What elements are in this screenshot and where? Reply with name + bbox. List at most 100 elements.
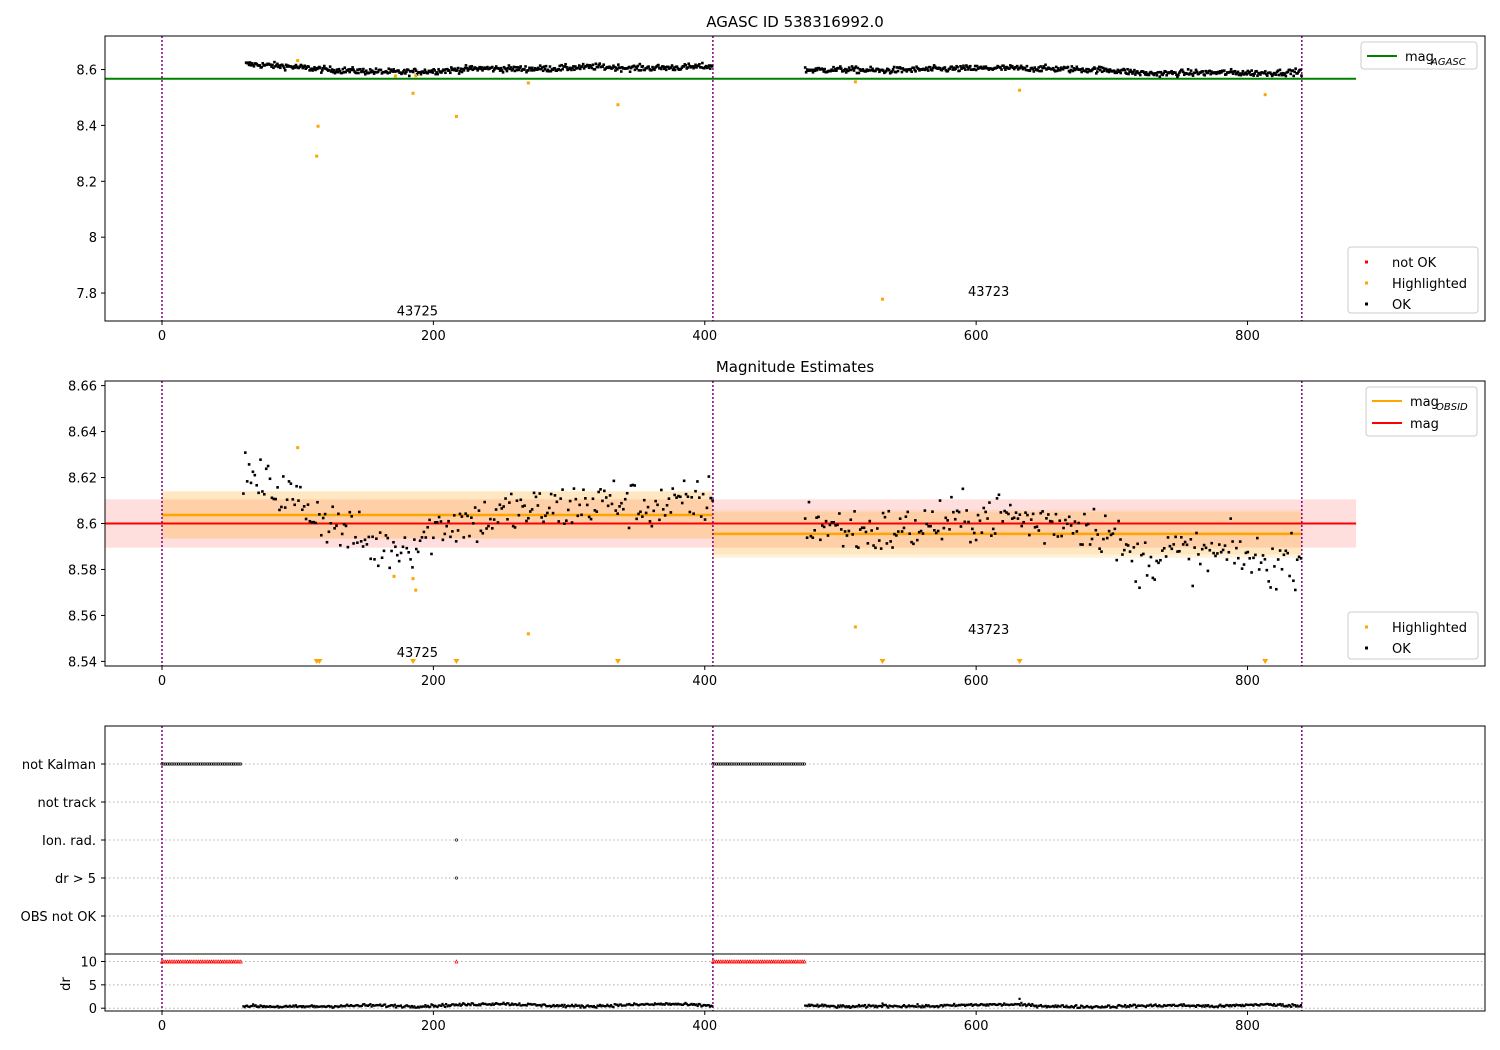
dr-point xyxy=(314,1006,317,1009)
dr-point xyxy=(579,1006,582,1009)
dr-point xyxy=(1100,1005,1104,1008)
plot-area xyxy=(159,954,1303,1011)
ok-point xyxy=(1125,72,1128,75)
ok-point xyxy=(333,526,336,530)
dr-point xyxy=(1200,1005,1204,1008)
ok-point xyxy=(610,502,614,506)
ok-point xyxy=(384,534,388,537)
highlighted-point xyxy=(411,91,415,95)
ok-point xyxy=(597,63,601,67)
ok-point xyxy=(506,66,510,70)
dr-point xyxy=(647,1003,650,1006)
ok-point xyxy=(511,524,515,528)
dr-point xyxy=(1174,1004,1177,1007)
ok-point xyxy=(635,517,638,521)
dr-point xyxy=(1262,1003,1265,1006)
ok-point xyxy=(835,69,838,72)
dr-point xyxy=(821,1003,824,1006)
flag-marker xyxy=(224,762,228,766)
dr-point xyxy=(920,1006,923,1009)
dr-point xyxy=(1281,1003,1284,1006)
ok-point xyxy=(513,526,517,529)
ok-point xyxy=(843,530,847,533)
ok-point xyxy=(250,62,254,65)
ok-point xyxy=(636,64,640,68)
dr-point xyxy=(652,1003,655,1007)
ok-point xyxy=(975,64,979,68)
ok-point xyxy=(570,68,573,72)
ok-point xyxy=(310,67,313,70)
dr-point xyxy=(692,1002,696,1006)
dr-point xyxy=(1108,1004,1111,1007)
dr-point xyxy=(380,1004,383,1008)
ok-point xyxy=(535,68,539,71)
ok-point xyxy=(1043,542,1046,545)
ok-point xyxy=(549,69,553,73)
ok-point xyxy=(976,513,980,517)
dr-point xyxy=(915,1005,918,1008)
dr-point xyxy=(424,1004,427,1007)
dr-point xyxy=(862,1005,865,1008)
dr-point xyxy=(826,1005,829,1008)
dr-point xyxy=(281,1006,284,1009)
ok-point xyxy=(1126,544,1130,547)
dr-point xyxy=(568,1005,571,1008)
legend-label: OK xyxy=(1392,298,1411,313)
ok-point xyxy=(1251,72,1254,76)
dr-point xyxy=(297,1005,300,1008)
ok-point xyxy=(619,70,623,73)
ok-point xyxy=(1138,73,1142,77)
ok-point xyxy=(1028,69,1032,73)
ok-point xyxy=(974,68,978,72)
ok-point xyxy=(1035,525,1039,528)
dr-point xyxy=(1297,1005,1300,1008)
dr-point xyxy=(844,1006,847,1009)
x-tick-label: 800 xyxy=(1235,329,1260,344)
ok-point xyxy=(532,491,536,495)
ok-point xyxy=(1201,70,1205,73)
dr-point xyxy=(352,1005,355,1008)
dr-point xyxy=(1138,1004,1141,1007)
dr-point xyxy=(391,1004,394,1007)
flag-marker xyxy=(171,762,175,766)
plot-area xyxy=(105,381,1357,666)
ok-point xyxy=(929,524,932,528)
dr-point xyxy=(586,1004,589,1007)
ok-point xyxy=(310,521,314,524)
ok-point xyxy=(312,67,315,71)
highlighted-point xyxy=(526,632,530,636)
ok-point xyxy=(1123,548,1126,552)
dr-point xyxy=(689,1003,692,1006)
ok-point xyxy=(458,512,462,516)
dr-point xyxy=(1034,1004,1038,1007)
ok-point xyxy=(615,66,618,70)
ok-point xyxy=(512,65,516,69)
ok-point xyxy=(331,70,335,74)
dr-point xyxy=(861,1004,864,1007)
ok-point xyxy=(951,68,955,71)
ok-point xyxy=(705,506,709,510)
dr-point xyxy=(1126,1005,1129,1008)
dr-point xyxy=(590,1005,593,1008)
ok-point xyxy=(1297,555,1301,559)
dr-point xyxy=(707,1003,710,1007)
dr-point xyxy=(368,1003,371,1007)
dr-point xyxy=(1246,1003,1249,1006)
dr-point xyxy=(1241,1003,1244,1006)
dr-point xyxy=(634,1003,637,1006)
ok-point xyxy=(619,66,622,70)
ok-point xyxy=(590,66,594,70)
dr-point xyxy=(619,1003,622,1006)
ok-point xyxy=(460,70,464,74)
dr-point xyxy=(270,1005,273,1009)
dr-point xyxy=(964,1004,967,1007)
ok-point xyxy=(1230,70,1234,74)
ok-point xyxy=(672,66,676,69)
dr-point xyxy=(1187,1004,1190,1007)
ok-point xyxy=(1239,73,1243,77)
dr-point xyxy=(1073,1004,1077,1008)
flag-marker xyxy=(716,762,720,766)
dr-point xyxy=(1059,1005,1062,1008)
ok-point xyxy=(686,495,690,499)
ok-point xyxy=(1128,550,1132,553)
